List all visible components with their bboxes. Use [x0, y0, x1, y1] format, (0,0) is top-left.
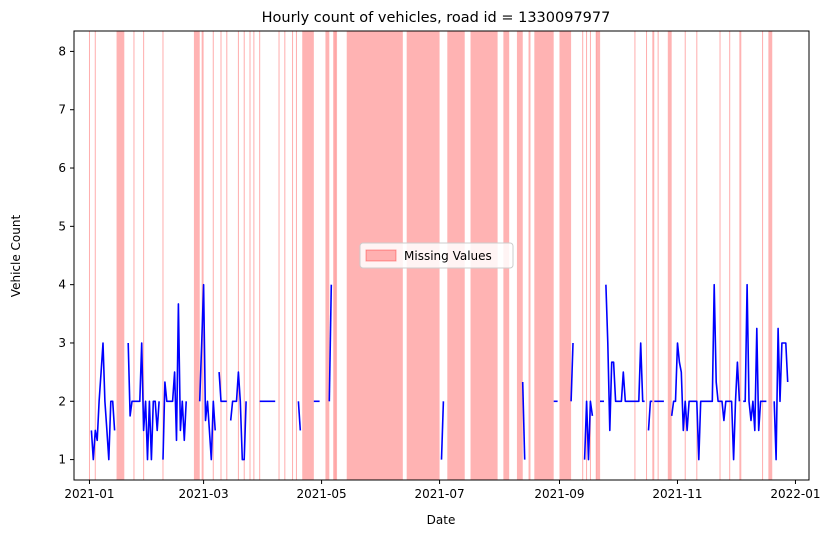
missing-span — [516, 31, 523, 480]
missing-span — [652, 31, 655, 480]
legend-box — [359, 242, 514, 269]
series-segment — [198, 283, 216, 461]
series-segment — [297, 401, 302, 431]
series-segment — [162, 303, 187, 460]
y-axis-ticks: 1 2 3 4 5 6 7 8 — [58, 44, 74, 467]
y-tick-label: 4 — [58, 278, 66, 292]
x-axis-label: Date — [427, 513, 456, 527]
missing-span — [333, 31, 338, 480]
series-segment — [605, 284, 645, 432]
missing-span — [193, 31, 200, 480]
series-segment — [647, 400, 653, 431]
missing-span — [739, 31, 742, 480]
missing-span — [534, 31, 554, 480]
legend-swatch — [365, 249, 397, 262]
y-tick-label: 6 — [58, 161, 66, 175]
missing-span — [116, 31, 125, 480]
legend: Missing Values — [359, 242, 514, 269]
series-segment — [773, 327, 789, 461]
series-segment — [440, 401, 445, 460]
chart-title: Hourly count of vehicles, road id = 1330… — [262, 10, 611, 26]
series-segment — [743, 283, 767, 432]
x-tick-label: 2021-09 — [534, 487, 584, 501]
series-segment — [670, 283, 741, 461]
missing-span — [596, 31, 601, 480]
x-tick-label: 2021-11 — [652, 487, 702, 501]
series-segment — [328, 284, 333, 402]
series-segment — [229, 371, 247, 461]
series-segment — [218, 372, 227, 403]
missing-span — [302, 31, 314, 480]
y-tick-label: 5 — [58, 219, 66, 233]
missing-span — [667, 31, 672, 480]
series-lines — [90, 283, 789, 461]
x-tick-label: 2021-07 — [414, 487, 464, 501]
y-tick-label: 1 — [58, 453, 66, 467]
series-segment — [570, 342, 574, 402]
series-segment — [90, 342, 116, 461]
x-tick-label: 2021-03 — [179, 487, 229, 501]
plot-frame — [73, 30, 810, 481]
y-tick-label: 2 — [58, 394, 66, 408]
y-tick-label: 8 — [58, 44, 66, 58]
missing-value-spans — [88, 31, 773, 480]
x-tick-label: 2021-05 — [297, 487, 347, 501]
missing-span — [201, 31, 204, 480]
missing-span — [528, 31, 531, 480]
x-tick-label: 2021-01 — [64, 487, 114, 501]
y-tick-label: 3 — [58, 336, 66, 350]
missing-span — [325, 31, 330, 480]
y-axis-label: Vehicle Count — [9, 215, 23, 298]
y-tick-label: 7 — [58, 103, 66, 117]
x-tick-label: 2022-01 — [770, 487, 820, 501]
series-segment — [127, 342, 160, 461]
legend-label-missing: Missing Values — [404, 249, 492, 263]
x-axis-ticks: 2021-01 2021-03 2021-05 2021-07 2021-09 2021-… — [64, 480, 821, 501]
series-segment — [583, 400, 594, 461]
series-segment — [521, 381, 526, 460]
missing-span — [768, 31, 773, 480]
missing-span — [559, 31, 572, 480]
